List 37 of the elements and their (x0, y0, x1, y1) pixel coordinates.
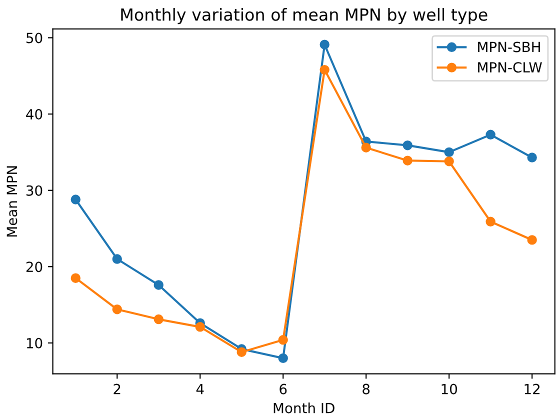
point (278, 353, 288, 364)
point (195, 322, 205, 332)
y-tick-label: 50 (26, 32, 42, 44)
chart-title: Monthly variation of mean MPN by well type (121, 8, 488, 24)
x-tick-label: 12 (524, 384, 540, 394)
point (527, 152, 537, 162)
point (402, 140, 412, 150)
legend-label: MPN-CLW (478, 62, 542, 73)
point (278, 335, 288, 345)
y-tick-label: 10 (26, 338, 42, 348)
point (361, 142, 371, 152)
y-tick-label: 20 (26, 262, 42, 272)
x-tick-label: 2 (114, 384, 120, 394)
point (70, 194, 81, 204)
point (154, 280, 164, 290)
point (527, 235, 537, 245)
x-tick-label: 8 (362, 384, 370, 394)
point (320, 64, 330, 75)
y-axis-title: Mean MPN (6, 166, 18, 237)
y-tick-label: 30 (26, 185, 42, 196)
point (444, 156, 454, 166)
point (320, 40, 330, 50)
legend-label: MPN-SBH (478, 42, 540, 52)
y-tick-label: 40 (26, 109, 42, 120)
x-axis-title: Month ID (274, 402, 334, 414)
point (112, 254, 122, 264)
point (486, 130, 496, 140)
x-tick-label: 4 (196, 384, 204, 394)
point (402, 156, 412, 166)
point (486, 216, 496, 226)
x-tick-label: 6 (280, 384, 287, 394)
point (70, 273, 81, 283)
point (236, 347, 246, 357)
point (112, 304, 122, 314)
point (444, 147, 454, 158)
point (154, 314, 164, 324)
x-tick-label: 10 (442, 384, 457, 394)
